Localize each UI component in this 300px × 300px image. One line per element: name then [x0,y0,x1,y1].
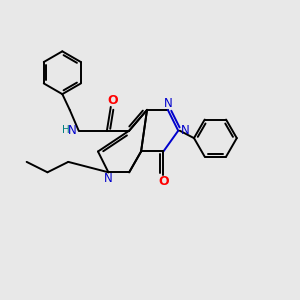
Text: N: N [68,124,76,136]
Text: N: N [180,124,189,136]
Text: H: H [62,125,70,135]
Text: O: O [107,94,118,107]
Text: O: O [158,175,169,188]
Text: N: N [104,172,113,185]
Text: N: N [164,98,172,110]
